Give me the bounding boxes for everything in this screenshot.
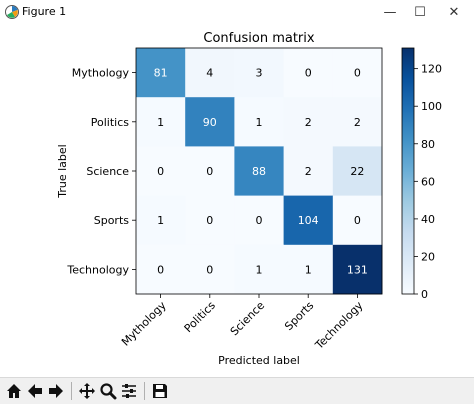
cell-value-label: 0 [256, 214, 263, 227]
cell-value-label: 3 [256, 67, 263, 80]
cell-value-label: 0 [305, 67, 312, 80]
matrix-cell [283, 146, 334, 196]
matrix-cell [136, 97, 186, 147]
cell-value-label: 0 [206, 214, 213, 227]
navigation-toolbar [0, 377, 474, 404]
back-arrow-icon[interactable] [25, 381, 45, 401]
matrix-cell [234, 97, 284, 147]
matplotlib-app-icon [5, 5, 19, 19]
matrix-cell [332, 244, 383, 295]
cell-value-label: 1 [157, 116, 164, 129]
x-tick-label: Politics [182, 299, 218, 335]
matrix-cell [185, 146, 235, 196]
cell-value-label: 4 [206, 67, 213, 80]
subplots-config-icon[interactable] [119, 381, 139, 401]
maximize-button[interactable]: ☐ [414, 4, 426, 20]
cell-value-label: 81 [154, 67, 168, 80]
y-axis-label: True label [56, 144, 69, 198]
matrix-cell [283, 244, 334, 295]
colorbar-tick-label: 120 [421, 63, 442, 76]
colorbar-tick-label: 60 [421, 175, 435, 188]
matrix-cell [136, 146, 186, 196]
forward-arrow-icon[interactable] [46, 381, 66, 401]
matrix-cell [234, 48, 284, 98]
cell-value-label: 1 [305, 263, 312, 276]
figure-canvas[interactable]: Confusion matrix 81 4 3 0 0 1 90 1 2 2 0 0 88 2 22 1 0 0 10… [0, 24, 474, 377]
toolbar-separator [144, 382, 145, 400]
matrix-cell [185, 97, 235, 147]
x-tick-label: Sports [282, 299, 316, 333]
colorbar-tick-label: 100 [421, 100, 442, 113]
matrix-cell [185, 244, 235, 295]
window-title: Figure 1 [22, 5, 67, 18]
cell-value-label: 2 [305, 116, 312, 129]
y-tick-label: Politics [91, 116, 130, 129]
y-tick-label: Technology [66, 263, 129, 276]
cell-value-label: 0 [206, 165, 213, 178]
cell-value-label: 2 [354, 116, 361, 129]
matrix-cell [136, 244, 186, 295]
matrix-cell [332, 48, 383, 98]
matrix-cell [185, 195, 235, 246]
x-tick-label: Science [228, 299, 268, 339]
matrix-cell [332, 146, 383, 196]
save-icon[interactable] [150, 381, 170, 401]
x-tick-label: Technology [312, 299, 366, 353]
cell-value-label: 90 [203, 116, 217, 129]
cell-value-label: 88 [252, 165, 266, 178]
cell-value-label: 22 [350, 165, 364, 178]
matrix-cell [234, 244, 284, 295]
chart-title: Confusion matrix [203, 31, 314, 46]
matrix-cell [136, 48, 186, 98]
matrix-cell [283, 195, 334, 246]
colorbar-tick-label: 80 [421, 138, 435, 151]
cell-value-label: 1 [256, 263, 263, 276]
cell-value-label: 0 [157, 165, 164, 178]
matrix-cell [332, 195, 383, 246]
colorbar [401, 47, 415, 295]
cell-value-label: 0 [354, 214, 361, 227]
cell-value-label: 104 [298, 214, 319, 227]
matrix-cell [136, 195, 186, 246]
pan-icon[interactable] [77, 381, 97, 401]
y-tick-label: Sports [94, 214, 130, 227]
cell-value-label: 131 [347, 263, 368, 276]
cell-value-label: 0 [206, 263, 213, 276]
matrix-cell [283, 97, 334, 147]
matrix-cell [234, 195, 284, 246]
window-title-bar: Figure 1 — ☐ ✕ [0, 0, 474, 25]
cell-value-label: 0 [157, 263, 164, 276]
matrix-cell [332, 97, 383, 147]
y-tick-label: Science [86, 165, 129, 178]
x-axis-label: Predicted label [218, 354, 300, 367]
matrix-cell [283, 48, 334, 98]
toolbar-separator [71, 382, 72, 400]
colorbar-tick-label: 40 [421, 213, 435, 226]
cell-value-label: 1 [157, 214, 164, 227]
x-tick-label: Mythology [119, 299, 169, 349]
matrix-cell [185, 48, 235, 98]
close-button[interactable]: ✕ [448, 4, 460, 20]
cell-value-label: 1 [256, 116, 263, 129]
zoom-icon[interactable] [98, 381, 118, 401]
cell-value-label: 0 [354, 67, 361, 80]
home-icon[interactable] [4, 381, 24, 401]
colorbar-tick-label: 20 [421, 250, 435, 263]
y-tick-label: Mythology [72, 67, 130, 80]
minimize-button[interactable]: — [383, 4, 397, 20]
cell-value-label: 2 [305, 165, 312, 178]
matrix-cell [234, 146, 284, 196]
colorbar-tick-label: 0 [421, 288, 428, 301]
